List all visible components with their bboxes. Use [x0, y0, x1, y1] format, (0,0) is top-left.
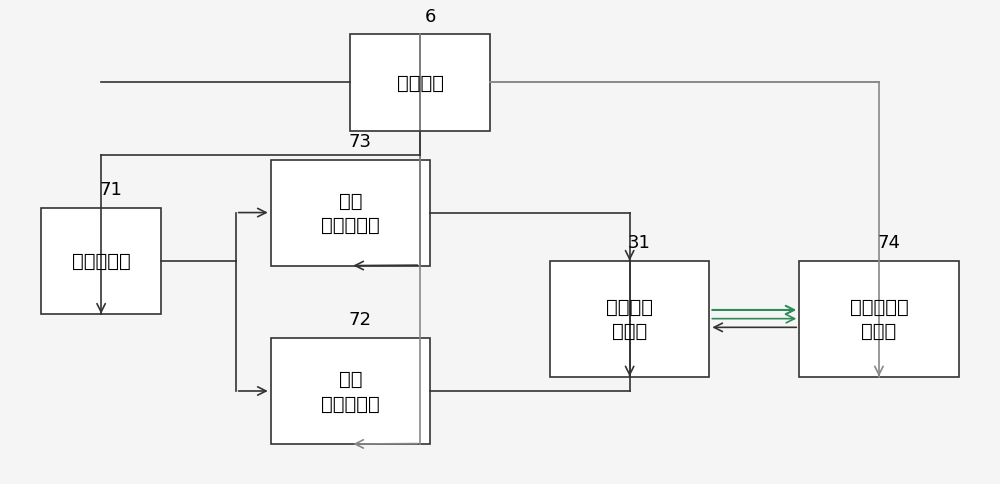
Text: 制电路: 制电路 [861, 321, 897, 341]
Text: 72: 72 [349, 311, 372, 329]
FancyBboxPatch shape [271, 338, 430, 444]
Text: 73: 73 [349, 133, 372, 151]
FancyBboxPatch shape [550, 261, 709, 377]
Text: 右臂: 右臂 [339, 192, 362, 211]
Text: 左臂: 左臂 [339, 370, 362, 389]
Text: 电压偏置控: 电压偏置控 [850, 298, 908, 317]
Text: 一级放大器: 一级放大器 [72, 252, 130, 271]
Text: 马赫曾德: 马赫曾德 [606, 298, 653, 317]
Text: 二级放大器: 二级放大器 [321, 216, 380, 235]
Text: 微处理器: 微处理器 [397, 74, 444, 92]
Text: 6: 6 [425, 7, 436, 26]
Text: 74: 74 [877, 234, 900, 252]
Text: 调制器: 调制器 [612, 321, 647, 341]
FancyBboxPatch shape [41, 208, 161, 314]
Text: 31: 31 [628, 234, 651, 252]
FancyBboxPatch shape [350, 35, 490, 131]
Text: 71: 71 [100, 181, 123, 199]
FancyBboxPatch shape [799, 261, 959, 377]
Text: 二级放大器: 二级放大器 [321, 393, 380, 413]
FancyBboxPatch shape [271, 160, 430, 266]
